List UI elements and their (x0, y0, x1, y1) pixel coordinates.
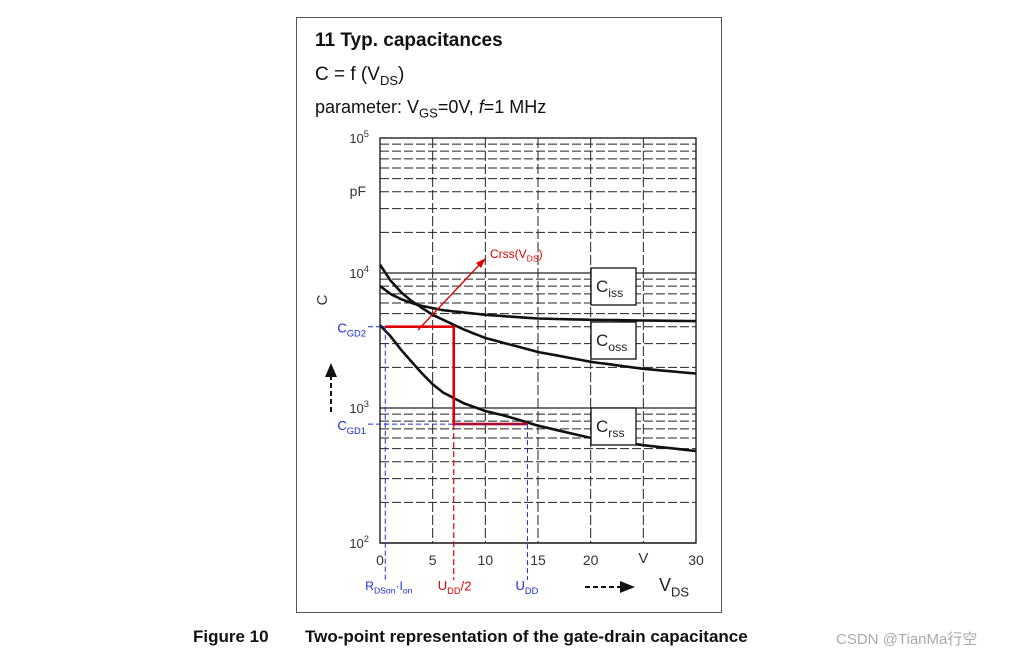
curve-label-crss: Crss (596, 417, 625, 440)
crss-arrow-head (476, 258, 486, 268)
y-axis-arrow-head (325, 363, 337, 377)
figure-caption-text: Two-point representation of the gate-dra… (305, 627, 748, 646)
x-tick-label: 10 (478, 552, 494, 568)
crss-arrow-label: Crss(VDS) (490, 247, 543, 264)
udd-half-label: UDD/2 (438, 578, 472, 596)
figure-frame (296, 17, 722, 613)
plot-frame (379, 137, 697, 544)
y-tick-label: 104 (349, 264, 369, 281)
y-axis-label: C (314, 294, 331, 305)
figure-caption: Figure 10 Two-point representation of the… (193, 627, 748, 647)
rds-label: RDSon·Ion (365, 579, 412, 596)
udd-label: UDD (515, 578, 538, 596)
x-tick-label: 15 (530, 552, 546, 568)
x-axis-arrow-head (620, 581, 635, 593)
figure-number: Figure 10 (193, 627, 269, 646)
grid (380, 138, 696, 544)
curve-label-box-ciss (590, 267, 637, 306)
chart-parameter: parameter: VGS=0V, f=1 MHz (315, 97, 547, 121)
crss-arrow-line (417, 261, 483, 331)
y-unit-label: pF (350, 183, 366, 199)
x-tick-label: 0 (376, 552, 384, 568)
curve-coss (378, 264, 697, 375)
x-axis-label: VDS (659, 575, 689, 599)
x-unit-label: V (638, 550, 648, 567)
gate-drain-step (385, 325, 528, 426)
curve-label-box-coss (590, 321, 637, 360)
chart-title: 11 Typ. capacitances (315, 30, 503, 51)
cgd1-label: CGD1 (337, 418, 366, 436)
cgd2-label: CGD2 (337, 321, 366, 339)
curve-ciss (379, 285, 697, 323)
x-tick-label: 5 (429, 552, 437, 568)
y-tick-label: 103 (349, 399, 369, 416)
x-tick-label: 30 (688, 552, 704, 568)
curve-label-coss: Coss (596, 331, 627, 354)
watermark: CSDN @TianMa行空 (836, 631, 978, 648)
y-tick-label: 102 (349, 534, 369, 551)
y-tick-label: 105 (349, 129, 369, 146)
chart-equation: C = f (VDS) (315, 64, 405, 88)
x-tick-label: 20 (583, 552, 599, 568)
curve-label-box-crss (590, 407, 637, 446)
curve-label-ciss: Ciss (596, 277, 623, 300)
